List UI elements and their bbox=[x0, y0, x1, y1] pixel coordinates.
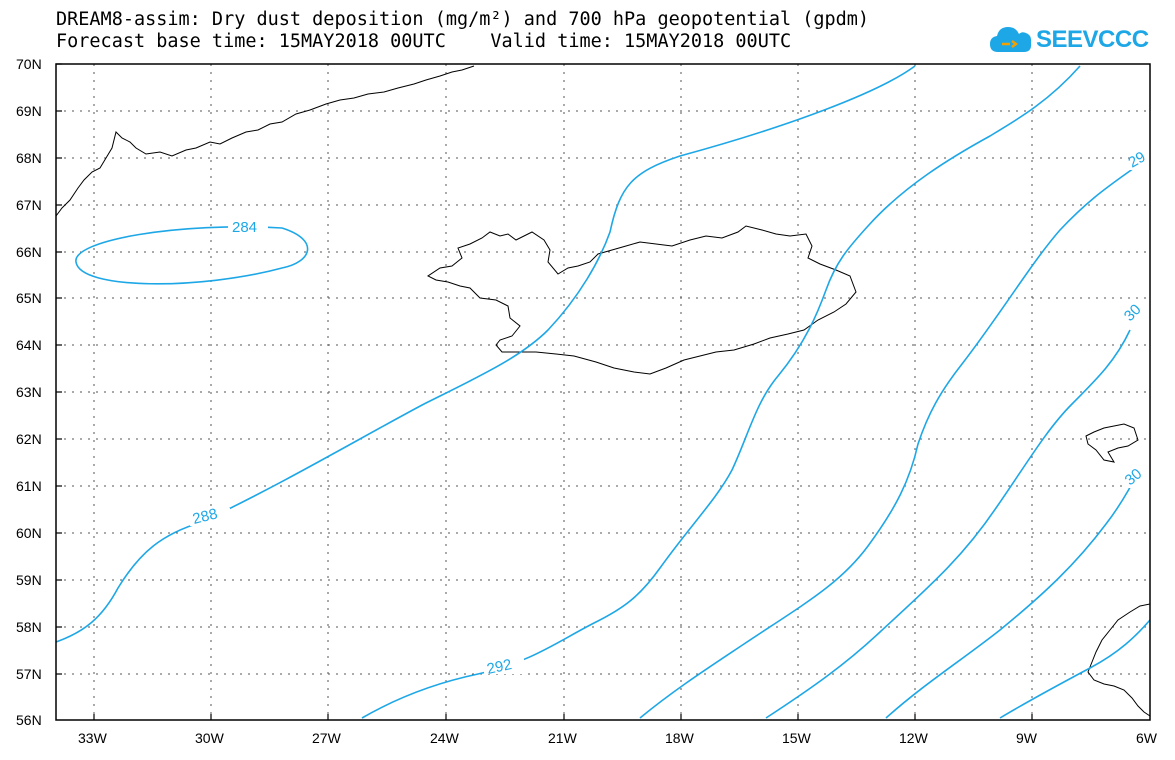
geopotential-contours bbox=[55, 65, 1151, 719]
seevccc-logo: SEEVCCC bbox=[988, 20, 1149, 60]
lat-label: 58N bbox=[16, 619, 42, 635]
contour-label-bg bbox=[484, 656, 524, 674]
lon-label: 30W bbox=[195, 730, 225, 746]
lon-label: 9W bbox=[1016, 730, 1038, 746]
latitude-labels: 70N 69N 68N 67N 66N 65N 64N 63N 62N 61N … bbox=[16, 56, 42, 728]
lon-label: 33W bbox=[78, 730, 108, 746]
axis-ticks bbox=[56, 63, 1033, 720]
faroe-islands bbox=[1085, 423, 1139, 463]
contour-30x-a bbox=[765, 329, 1131, 719]
greenland-coast bbox=[55, 65, 475, 217]
iceland-coast bbox=[427, 225, 857, 375]
lat-label: 65N bbox=[16, 290, 42, 306]
lat-label: 57N bbox=[16, 666, 42, 682]
contour-label-bg bbox=[1130, 306, 1150, 324]
map-title: DREAM8-assim: Dry dust deposition (mg/m²… bbox=[56, 9, 870, 30]
contour-label-bg bbox=[1128, 470, 1150, 488]
lon-label: 27W bbox=[312, 730, 342, 746]
contour-label-288: 288 bbox=[191, 505, 219, 528]
contour-284 bbox=[75, 226, 309, 285]
contour-292 bbox=[361, 65, 1081, 719]
lon-label: 21W bbox=[548, 730, 578, 746]
lat-label: 68N bbox=[16, 150, 42, 166]
contour-label-292: 292 bbox=[485, 656, 513, 678]
lat-label: 66N bbox=[16, 244, 42, 260]
lat-label: 67N bbox=[16, 197, 42, 213]
contour-30x-b bbox=[885, 483, 1133, 719]
lat-label: 70N bbox=[16, 56, 42, 72]
contour-29x bbox=[639, 167, 1135, 719]
coastlines bbox=[55, 65, 1151, 717]
lat-label: 69N bbox=[16, 103, 42, 119]
contour-label-bg bbox=[228, 217, 268, 235]
cloud-logo-icon bbox=[990, 27, 1032, 52]
contour-label-bg bbox=[1130, 152, 1150, 170]
contour-label-29: 29 bbox=[1126, 148, 1149, 171]
scotland-coast bbox=[1087, 603, 1151, 717]
lat-label: 59N bbox=[16, 572, 42, 588]
lon-label: 6W bbox=[1136, 730, 1158, 746]
logo-text: SEEVCCC bbox=[1036, 26, 1149, 53]
contour-30x-c bbox=[999, 619, 1151, 719]
lat-label: 62N bbox=[16, 431, 42, 447]
contour-label-284: 284 bbox=[232, 219, 257, 236]
lat-label: 64N bbox=[16, 337, 42, 353]
lat-label: 63N bbox=[16, 384, 42, 400]
lat-label: 56N bbox=[16, 712, 42, 728]
grid-lines bbox=[56, 64, 1150, 720]
lon-label: 15W bbox=[782, 730, 812, 746]
lat-label: 61N bbox=[16, 478, 42, 494]
contour-label-bg bbox=[190, 508, 230, 526]
lon-label: 18W bbox=[665, 730, 695, 746]
lon-label: 24W bbox=[430, 730, 460, 746]
longitude-labels: 33W 30W 27W 24W 21W 18W 15W 12W 9W 6W bbox=[78, 730, 1158, 746]
contour-288 bbox=[55, 65, 916, 643]
lat-label: 60N bbox=[16, 525, 42, 541]
lon-label: 12W bbox=[899, 730, 929, 746]
map-subtitle: Forecast base time: 15MAY2018 00UTC Vali… bbox=[56, 31, 792, 52]
